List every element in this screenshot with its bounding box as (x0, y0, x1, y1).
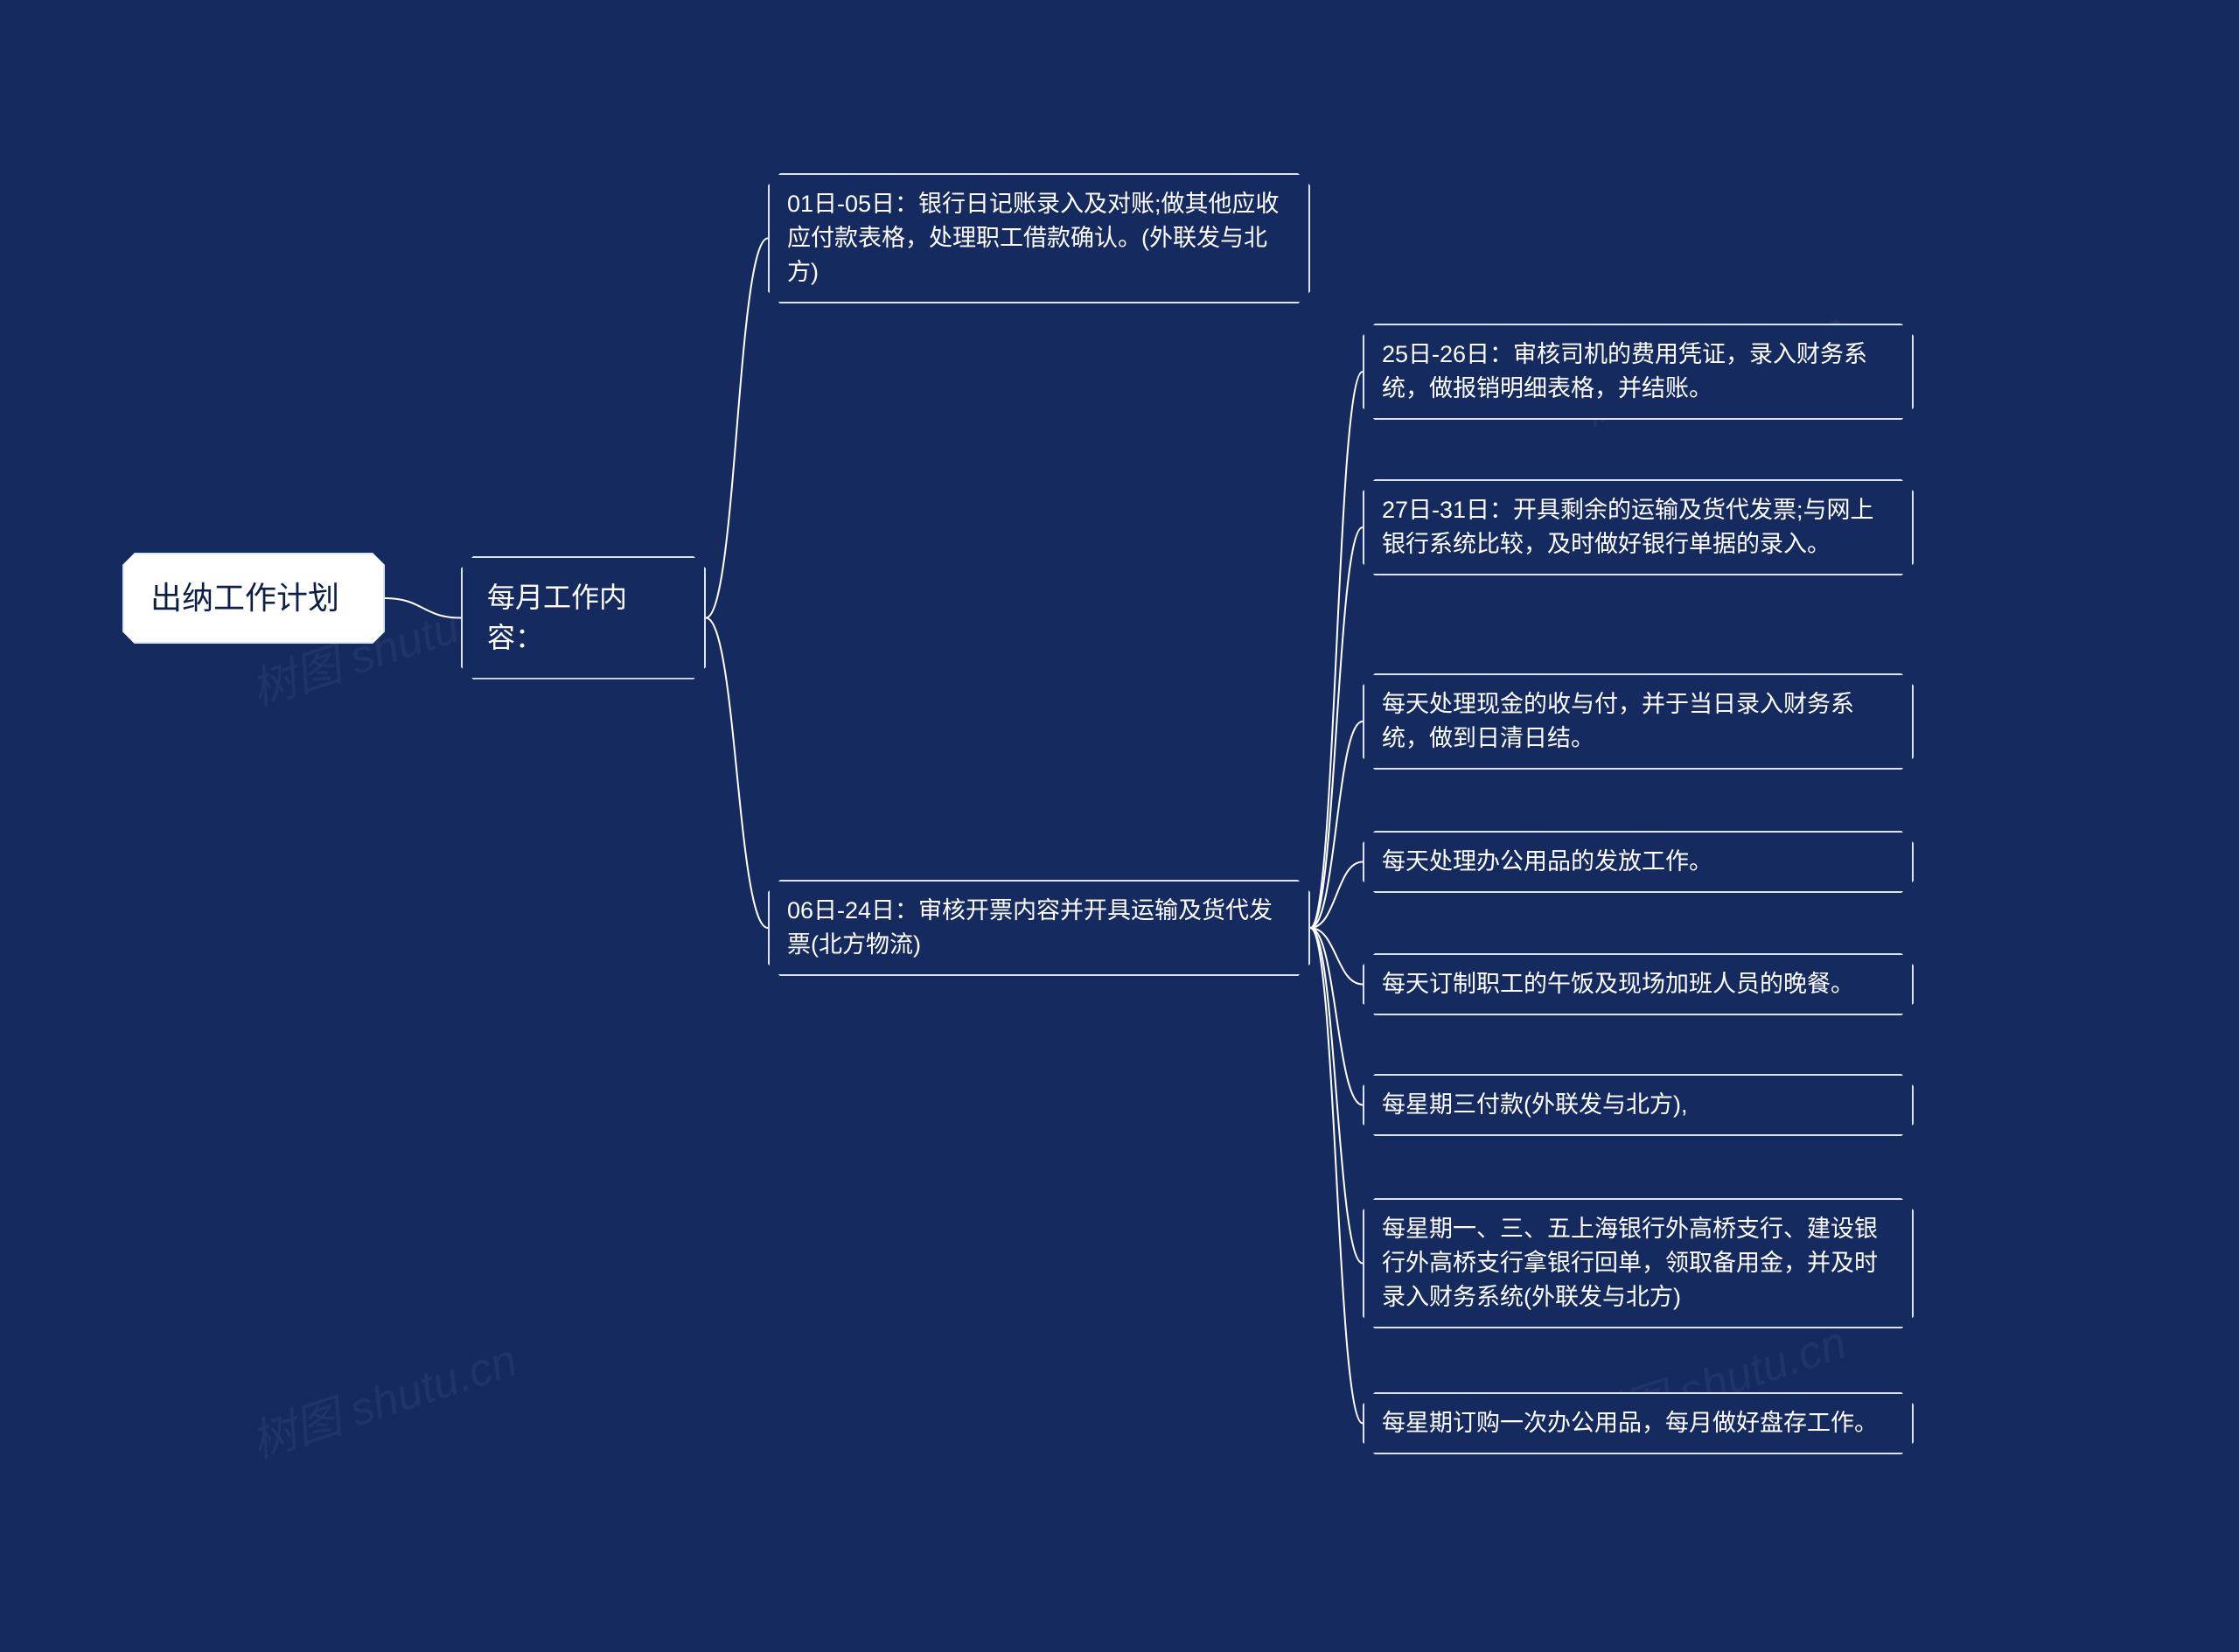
node-label: 每天处理办公用品的发放工作。 (1382, 848, 1712, 875)
node-label: 每天订制职工的午饭及现场加班人员的晚餐。 (1382, 971, 1854, 997)
node-wed-payment[interactable]: 每星期三付款(外联发与北方), (1363, 1074, 1914, 1136)
node-label: 每星期三付款(外联发与北方), (1382, 1091, 1687, 1118)
node-mwf-banking[interactable]: 每星期一、三、五上海银行外高桥支行、建设银行外高桥支行拿银行回单，领取备用金，并… (1363, 1198, 1914, 1328)
node-root[interactable]: 出纳工作计划 (122, 553, 385, 644)
node-period-25-26[interactable]: 25日-26日：审核司机的费用凭证，录入财务系统，做报销明细表格，并结账。 (1363, 324, 1914, 420)
node-label: 06日-24日：审核开票内容并开具运输及货代发票(北方物流) (787, 897, 1273, 958)
node-period-27-31[interactable]: 27日-31日：开具剩余的运输及货代发票;与网上银行系统比较，及时做好银行单据的… (1363, 479, 1914, 575)
node-monthly-content[interactable]: 每月工作内容： (461, 556, 706, 680)
node-label: 每星期一、三、五上海银行外高桥支行、建设银行外高桥支行拿银行回单，领取备用金，并… (1382, 1216, 1878, 1310)
node-label: 25日-26日：审核司机的费用凭证，录入财务系统，做报销明细表格，并结账。 (1382, 341, 1867, 401)
node-label: 01日-05日：银行日记账录入及对账;做其他应收应付款表格，处理职工借款确认。(… (787, 191, 1280, 285)
node-root-label: 出纳工作计划 (150, 580, 339, 616)
node-label: 每月工作内容： (487, 582, 627, 653)
node-period-06-24[interactable]: 06日-24日：审核开票内容并开具运输及货代发票(北方物流) (768, 880, 1310, 976)
node-daily-cash[interactable]: 每天处理现金的收与付，并于当日录入财务系统，做到日清日结。 (1363, 673, 1914, 770)
node-label: 每星期订购一次办公用品，每月做好盘存工作。 (1382, 1410, 1878, 1436)
watermark: 树图 shutu.cn (241, 1323, 524, 1471)
node-daily-meals[interactable]: 每天订制职工的午饭及现场加班人员的晚餐。 (1363, 953, 1914, 1015)
node-label: 每天处理现金的收与付，并于当日录入财务系统，做到日清日结。 (1382, 691, 1854, 751)
node-weekly-purchase[interactable]: 每星期订购一次办公用品，每月做好盘存工作。 (1363, 1392, 1914, 1454)
node-daily-office-supplies[interactable]: 每天处理办公用品的发放工作。 (1363, 831, 1914, 893)
node-label: 27日-31日：开具剩余的运输及货代发票;与网上银行系统比较，及时做好银行单据的… (1382, 497, 1874, 557)
node-period-01-05[interactable]: 01日-05日：银行日记账录入及对账;做其他应收应付款表格，处理职工借款确认。(… (768, 173, 1310, 303)
